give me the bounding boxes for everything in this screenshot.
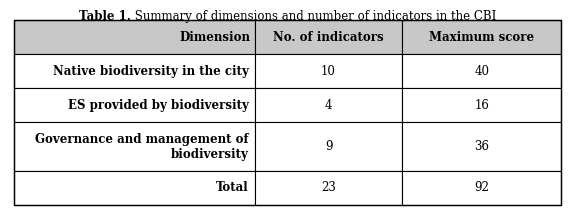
Bar <box>402 20 561 54</box>
Text: Summary of dimensions and number of indicators in the CBI: Summary of dimensions and number of indi… <box>131 10 496 23</box>
Text: Governance and management of
biodiversity: Governance and management of biodiversit… <box>35 133 248 161</box>
Bar <box>402 122 561 171</box>
Bar <box>402 88 561 122</box>
Bar <box>14 20 561 205</box>
Bar <box>14 54 255 88</box>
Text: Total: Total <box>216 181 248 195</box>
Text: 23: 23 <box>321 181 336 195</box>
Text: 92: 92 <box>474 181 489 195</box>
Text: No. of indicators: No. of indicators <box>273 31 384 43</box>
Bar <box>14 171 255 205</box>
Text: Dimension: Dimension <box>179 31 251 43</box>
Bar <box>255 122 402 171</box>
Bar <box>14 20 255 54</box>
Text: 9: 9 <box>325 140 332 153</box>
Bar <box>402 54 561 88</box>
Bar <box>14 122 255 171</box>
Text: Native biodiversity in the city: Native biodiversity in the city <box>53 65 248 78</box>
Bar <box>255 20 402 54</box>
Text: 36: 36 <box>474 140 489 153</box>
Bar <box>255 88 402 122</box>
Text: ES provided by biodiversity: ES provided by biodiversity <box>68 99 248 112</box>
Text: 10: 10 <box>321 65 336 78</box>
Bar <box>255 171 402 205</box>
Text: Maximum score: Maximum score <box>429 31 534 43</box>
Bar <box>402 171 561 205</box>
Text: 16: 16 <box>474 99 489 112</box>
Text: 4: 4 <box>325 99 332 112</box>
Text: 40: 40 <box>474 65 489 78</box>
Text: Table 1.: Table 1. <box>79 10 131 23</box>
Bar <box>14 88 255 122</box>
Bar <box>255 54 402 88</box>
